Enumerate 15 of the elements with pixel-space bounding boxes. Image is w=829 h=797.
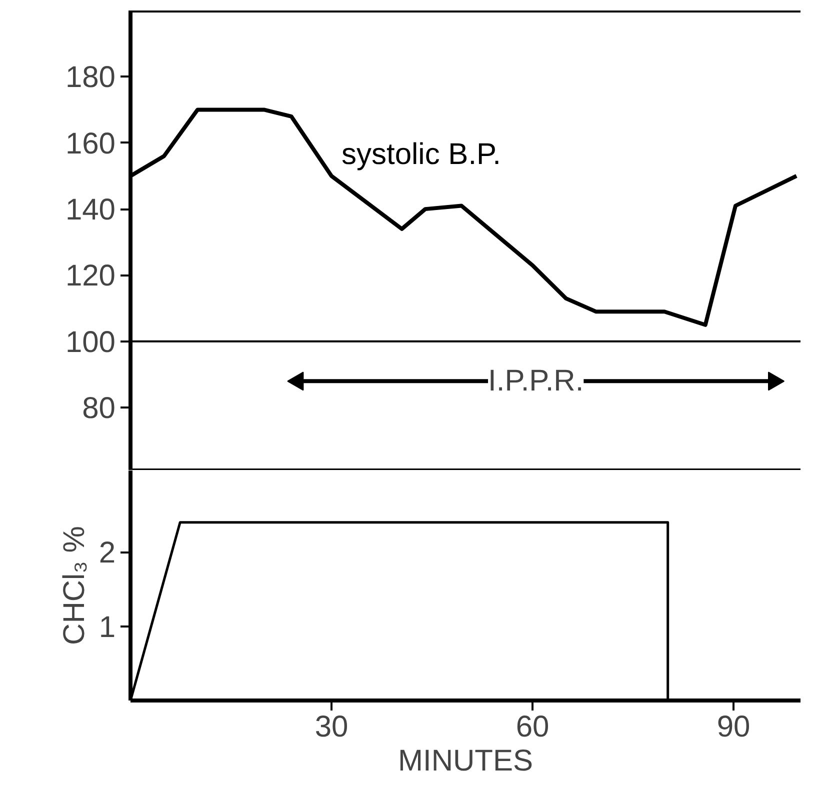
y-tick-label: 100 xyxy=(65,326,116,359)
y-tick-label: 120 xyxy=(65,260,116,293)
annotation: I.P.P.R. xyxy=(488,364,584,398)
x-tick-label: 30 xyxy=(314,710,348,744)
y-tick-label: 140 xyxy=(65,194,116,227)
x-tick-label: 60 xyxy=(516,710,550,744)
x-tick-label: 90 xyxy=(716,710,750,744)
x-axis-title: MINUTES xyxy=(398,744,533,778)
y-tick-label: 1 xyxy=(98,610,116,644)
y-tick-label: 2 xyxy=(98,536,116,570)
y-tick-label: 160 xyxy=(65,127,116,160)
y-axis-title: CHCl₃ % xyxy=(58,526,91,645)
y-tick-label: 180 xyxy=(65,61,116,94)
series-label: systolic B.P. xyxy=(342,138,502,171)
y-tick-label: 80 xyxy=(82,392,116,426)
